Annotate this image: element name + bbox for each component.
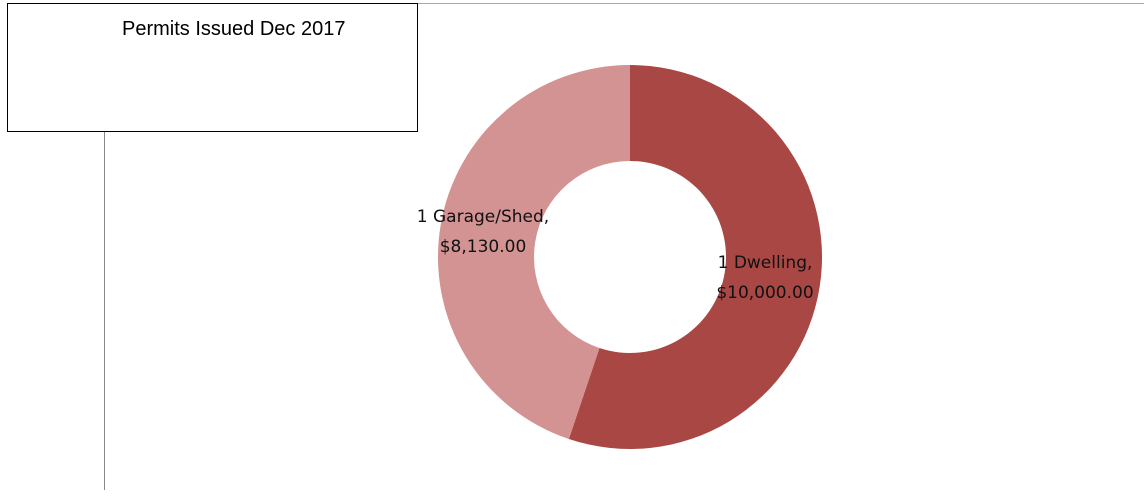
chart-title: Permits Issued Dec 2017 <box>122 18 346 40</box>
title-box <box>7 3 418 132</box>
donut-segment <box>568 65 823 449</box>
value-label: $10,000.00 <box>716 283 813 303</box>
value-label: $8,130.00 <box>440 237 527 257</box>
category-label: 1 Garage/Shed, <box>417 207 549 227</box>
category-label: 1 Dwelling, <box>718 253 813 273</box>
donut-segment <box>438 65 630 440</box>
title-wrap: Permits Issued Dec 2017 <box>122 18 346 40</box>
